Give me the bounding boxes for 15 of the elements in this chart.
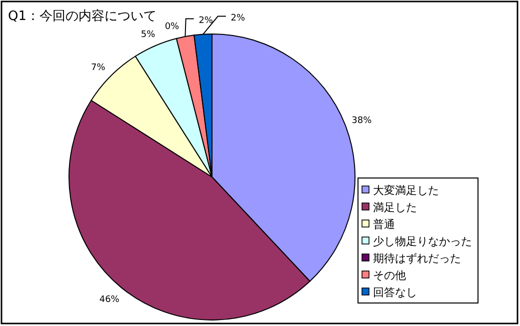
legend-label: 少し物足りなかった bbox=[373, 235, 472, 248]
data-label: 5% bbox=[140, 30, 156, 40]
data-label: 38% bbox=[352, 116, 372, 126]
text: 0% bbox=[164, 22, 180, 32]
data-label: 2% bbox=[230, 13, 246, 24]
data-label: 2% bbox=[198, 16, 214, 26]
legend-label: 普通 bbox=[373, 218, 395, 231]
legend-label: 満足した bbox=[373, 201, 417, 214]
chart-title: Q1：今回の内容について bbox=[8, 8, 157, 24]
legend-label: その他 bbox=[373, 269, 406, 282]
legend-label: 回答なし bbox=[373, 286, 417, 299]
legend-label: 期待はずれだった bbox=[373, 252, 461, 265]
data-label: 7% bbox=[91, 62, 106, 73]
data-label: 46% bbox=[99, 294, 120, 305]
legend-label: 大変満足した bbox=[373, 184, 439, 197]
